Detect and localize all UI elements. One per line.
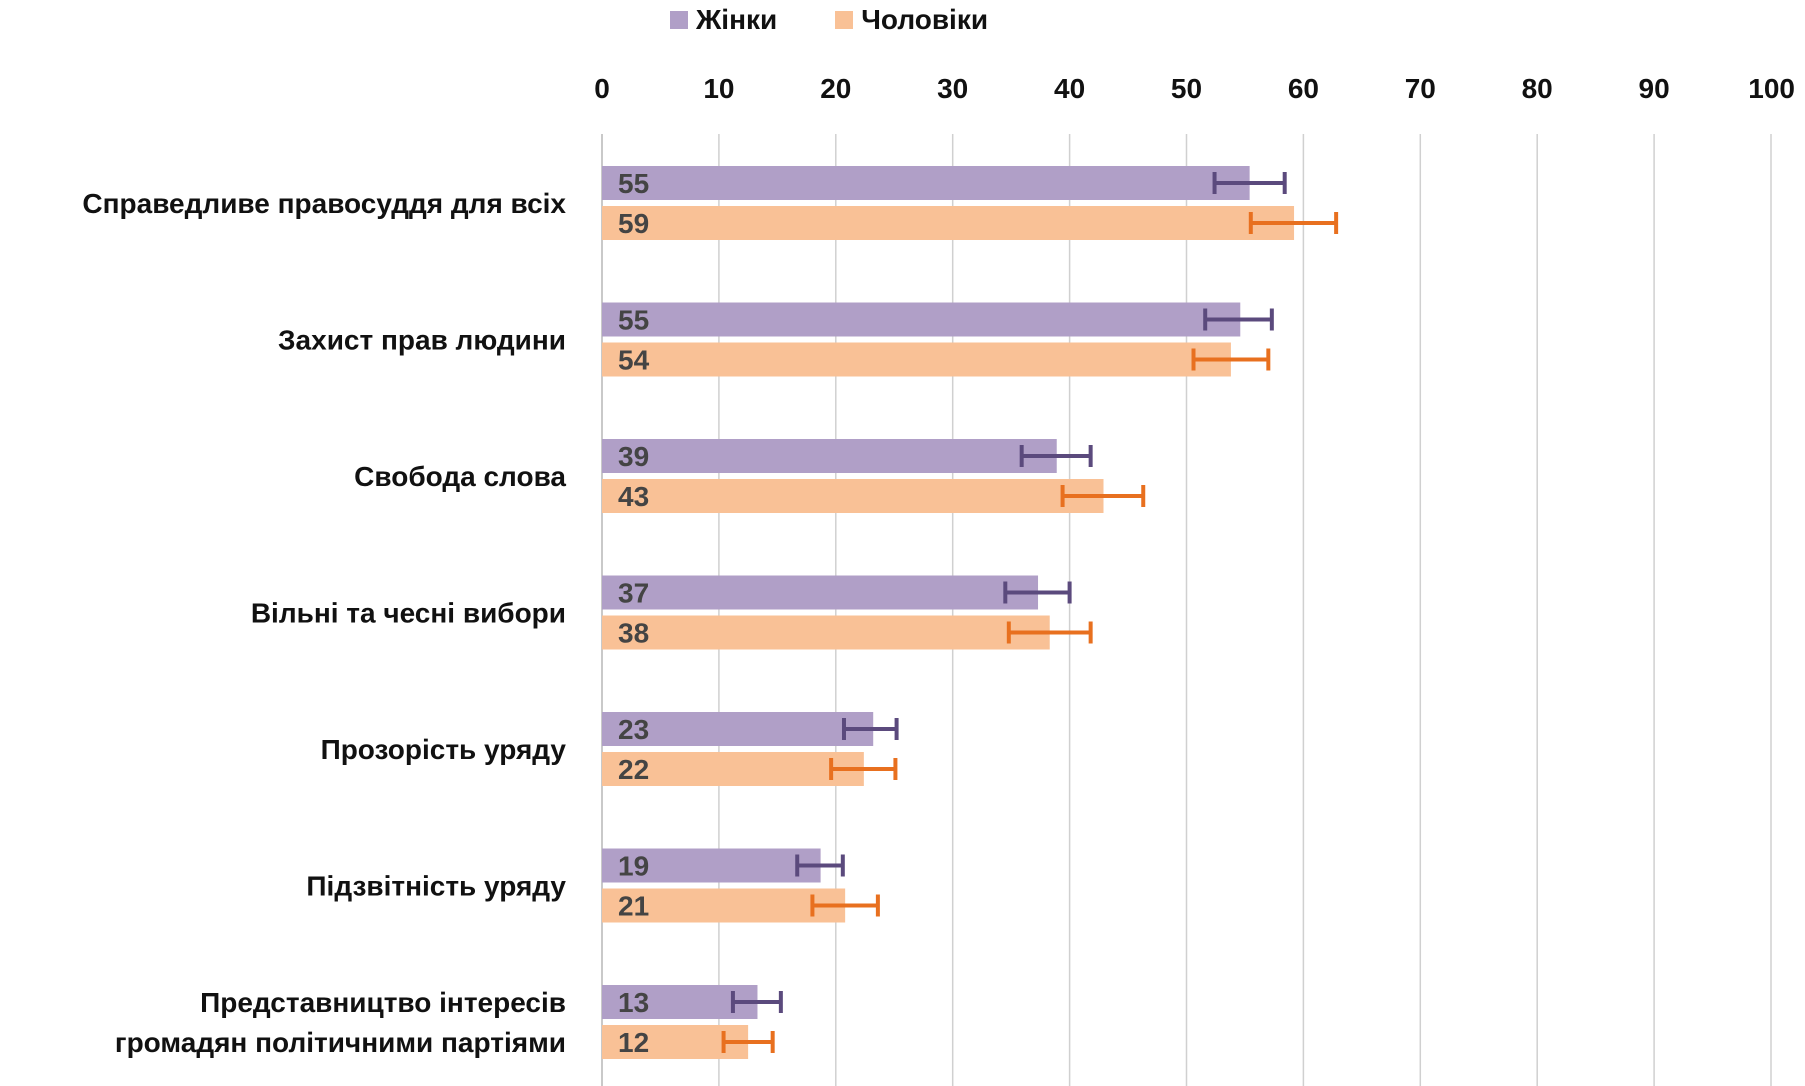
data-label: 59 xyxy=(618,208,649,239)
data-label: 22 xyxy=(618,754,649,785)
bar xyxy=(602,342,1231,377)
data-label: 39 xyxy=(618,441,649,472)
bar xyxy=(602,752,864,786)
bar xyxy=(602,712,874,746)
category-label: Представництво інтересів xyxy=(200,987,566,1018)
data-label: 21 xyxy=(618,891,649,922)
legend-label-men: Чоловіки xyxy=(861,4,989,35)
legend-swatch-women xyxy=(670,11,688,29)
data-label: 54 xyxy=(618,345,650,376)
category-label: Підзвітність уряду xyxy=(306,871,566,902)
x-tick-label: 0 xyxy=(594,73,610,104)
data-label: 23 xyxy=(618,714,649,745)
x-tick-label: 20 xyxy=(820,73,851,104)
x-tick-label: 40 xyxy=(1054,73,1085,104)
category-label: Захист прав людини xyxy=(278,325,566,356)
x-tick-label: 100 xyxy=(1748,73,1795,104)
x-tick-label: 90 xyxy=(1639,73,1670,104)
bar xyxy=(602,888,846,923)
bar xyxy=(602,166,1250,200)
legend: Жінки Чоловіки xyxy=(670,0,988,40)
data-label: 19 xyxy=(618,851,649,882)
category-label: Прозорість уряду xyxy=(321,734,567,765)
bar xyxy=(602,848,821,883)
x-tick-label: 10 xyxy=(703,73,734,104)
data-label: 55 xyxy=(618,168,649,199)
x-tick-label: 60 xyxy=(1288,73,1319,104)
x-tick-label: 50 xyxy=(1171,73,1202,104)
data-label: 43 xyxy=(618,481,649,512)
legend-label-women: Жінки xyxy=(696,4,778,35)
category-label: Справедливе правосуддя для всіх xyxy=(82,188,566,219)
category-label: Вільні та чесні вибори xyxy=(251,598,566,629)
bar xyxy=(602,479,1104,513)
bar xyxy=(602,302,1241,337)
x-tick-label: 30 xyxy=(937,73,968,104)
data-label: 13 xyxy=(618,987,649,1018)
data-label: 38 xyxy=(618,618,649,649)
legend-item-women: Жінки xyxy=(670,4,777,36)
bar xyxy=(602,206,1295,240)
x-tick-label: 70 xyxy=(1405,73,1436,104)
data-label: 55 xyxy=(618,305,649,336)
category-label: Свобода слова xyxy=(354,461,566,492)
data-label: 12 xyxy=(618,1027,649,1058)
bar xyxy=(602,615,1050,650)
legend-item-men: Чоловіки xyxy=(835,4,988,36)
category-label: громадян політичними партіями xyxy=(115,1027,566,1058)
legend-swatch-men xyxy=(835,11,854,29)
x-tick-label: 80 xyxy=(1522,73,1553,104)
data-label: 37 xyxy=(618,578,649,609)
bar xyxy=(602,575,1039,610)
bar xyxy=(602,439,1057,473)
